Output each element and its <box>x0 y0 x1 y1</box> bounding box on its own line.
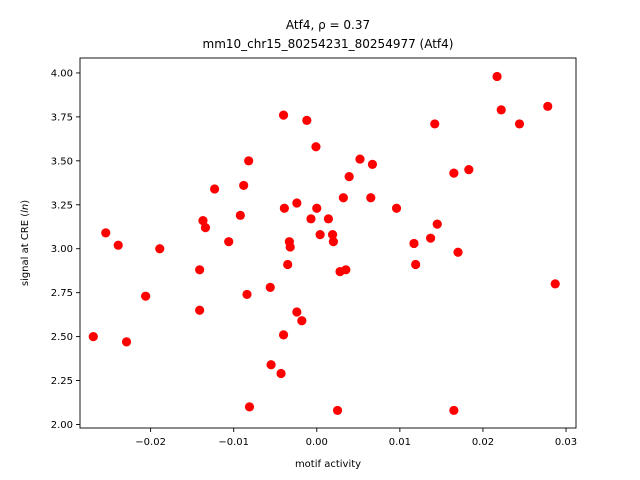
data-point <box>355 154 365 164</box>
data-point <box>492 71 502 82</box>
y-tick-label: 3.00 <box>51 244 73 255</box>
y-tick-label: 2.25 <box>51 376 73 387</box>
y-tick-label: 2.75 <box>51 288 73 299</box>
y-tick-label: 3.50 <box>51 156 73 167</box>
data-point <box>449 168 459 178</box>
data-point <box>409 238 419 249</box>
data-point <box>292 307 302 317</box>
data-point <box>209 184 220 194</box>
data-point <box>411 259 421 270</box>
x-tick-label: 0.03 <box>555 437 577 448</box>
data-point <box>265 282 275 292</box>
data-point <box>195 265 205 275</box>
data-point <box>302 115 312 125</box>
data-point <box>283 259 293 270</box>
chart-title-line1: Atf4, ρ = 0.37 <box>286 18 370 32</box>
data-point <box>366 193 376 203</box>
x-axis-label: motif activity <box>295 459 361 470</box>
data-point <box>278 110 289 120</box>
data-point <box>279 203 289 213</box>
data-point <box>464 165 474 175</box>
data-point <box>198 215 208 226</box>
y-axis-label-suffix: ) <box>20 200 31 204</box>
data-point <box>514 119 525 129</box>
data-point <box>550 279 560 289</box>
x-tick-label: −0.01 <box>218 437 249 448</box>
data-point <box>121 337 132 347</box>
data-point <box>426 233 436 243</box>
y-tick-label: 2.00 <box>51 420 73 431</box>
y-axis-label-italic: ln <box>20 204 31 213</box>
x-tick-label: 0.01 <box>389 437 411 448</box>
data-point <box>311 142 321 152</box>
data-point <box>543 101 553 111</box>
data-point <box>242 289 252 300</box>
data-point <box>285 242 295 252</box>
data-point <box>367 159 378 169</box>
x-tick-label: 0.00 <box>306 437 328 448</box>
data-point <box>200 223 211 233</box>
data-point <box>266 360 276 370</box>
x-tick-label: 0.02 <box>472 437 494 448</box>
data-point <box>244 156 254 166</box>
data-point <box>323 214 334 224</box>
data-point <box>449 405 459 416</box>
data-point <box>297 316 307 326</box>
data-point <box>239 180 249 191</box>
data-point <box>332 405 343 416</box>
x-axis: −0.02 −0.01 0.00 0.01 0.02 0.03 <box>135 428 577 448</box>
data-point <box>235 210 245 220</box>
data-point <box>155 244 165 254</box>
data-point <box>430 119 440 129</box>
y-axis-label-prefix: signal at CRE ( <box>20 213 31 286</box>
data-point <box>312 203 322 213</box>
data-point <box>88 331 98 342</box>
chart-title-line2: mm10_chr15_80254231_80254977 (Atf4) <box>203 37 454 51</box>
data-point <box>276 368 286 379</box>
y-axis-label: signal at CRE (ln) <box>20 200 31 286</box>
data-point <box>432 219 442 229</box>
data-point <box>244 402 255 412</box>
y-tick-label: 3.75 <box>51 112 73 123</box>
data-point <box>453 247 463 257</box>
data-point <box>278 330 289 340</box>
x-tick-label: −0.02 <box>135 437 166 448</box>
data-point <box>341 265 351 275</box>
data-point <box>344 172 354 182</box>
data-point <box>338 193 348 203</box>
data-point <box>113 240 123 250</box>
data-point <box>327 230 338 240</box>
data-point <box>101 228 111 238</box>
y-axis: 2.00 2.25 2.50 2.75 3.00 3.25 3.50 3.75 4.00 <box>51 68 80 431</box>
data-point <box>391 203 402 213</box>
data-point <box>292 198 302 208</box>
y-tick-label: 3.25 <box>51 200 73 211</box>
data-point <box>496 105 506 115</box>
data-point <box>141 291 151 301</box>
y-tick-label: 4.00 <box>51 68 73 79</box>
plot-frame <box>79 57 577 429</box>
y-tick-label: 2.50 <box>51 332 73 343</box>
data-point <box>195 305 205 315</box>
data-point <box>315 230 325 240</box>
data-point <box>224 237 234 247</box>
data-points <box>88 71 560 416</box>
data-point <box>328 237 339 247</box>
data-point <box>306 214 316 224</box>
